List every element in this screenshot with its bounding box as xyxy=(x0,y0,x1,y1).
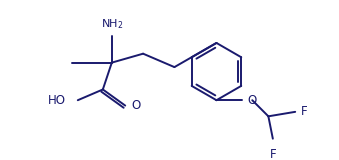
Text: NH$_2$: NH$_2$ xyxy=(101,17,123,31)
Text: F: F xyxy=(301,105,307,118)
Text: HO: HO xyxy=(48,94,66,107)
Text: F: F xyxy=(270,148,276,160)
Text: O: O xyxy=(247,94,256,107)
Text: O: O xyxy=(132,99,141,112)
